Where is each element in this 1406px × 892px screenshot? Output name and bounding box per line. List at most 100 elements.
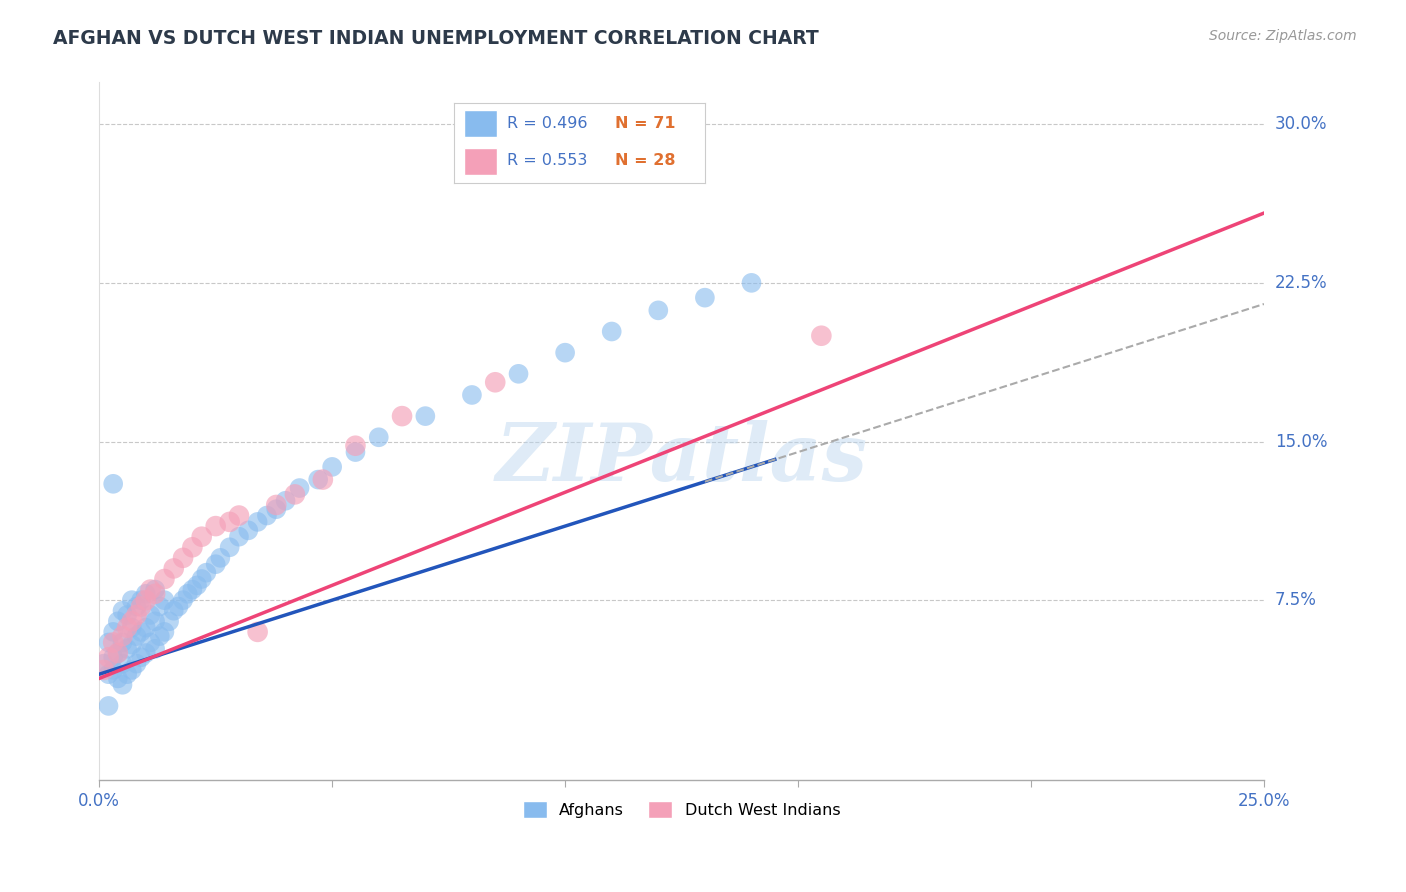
- Point: [153, 572, 176, 586]
- Point: [107, 672, 129, 686]
- Point: [125, 657, 148, 671]
- Text: 15.0%: 15.0%: [1275, 433, 1327, 450]
- Point: [167, 599, 190, 614]
- Point: [121, 593, 143, 607]
- Point: [264, 498, 287, 512]
- Point: [125, 607, 148, 622]
- Point: [190, 530, 212, 544]
- Point: [103, 650, 125, 665]
- Point: [103, 663, 125, 677]
- Point: [190, 572, 212, 586]
- Point: [209, 550, 232, 565]
- Point: [181, 541, 204, 555]
- Point: [125, 599, 148, 614]
- Point: [143, 641, 166, 656]
- Text: AFGHAN VS DUTCH WEST INDIAN UNEMPLOYMENT CORRELATION CHART: AFGHAN VS DUTCH WEST INDIAN UNEMPLOYMENT…: [53, 29, 820, 48]
- Point: [391, 409, 413, 424]
- Point: [135, 646, 157, 660]
- Point: [256, 508, 278, 523]
- Point: [218, 515, 240, 529]
- Point: [125, 629, 148, 643]
- Point: [149, 629, 172, 643]
- Point: [143, 582, 166, 597]
- Text: 30.0%: 30.0%: [1275, 115, 1327, 133]
- Point: [153, 593, 176, 607]
- Point: [121, 663, 143, 677]
- Point: [111, 635, 134, 649]
- Point: [111, 678, 134, 692]
- Point: [121, 621, 143, 635]
- Point: [153, 624, 176, 639]
- Point: [415, 409, 437, 424]
- Point: [97, 635, 120, 649]
- Point: [288, 481, 311, 495]
- Point: [107, 646, 129, 660]
- Point: [172, 593, 194, 607]
- Point: [93, 657, 115, 671]
- Point: [135, 621, 157, 635]
- Point: [218, 541, 240, 555]
- Point: [121, 638, 143, 652]
- Point: [103, 476, 125, 491]
- Point: [129, 593, 152, 607]
- Point: [321, 459, 343, 474]
- Point: [181, 582, 204, 597]
- Point: [693, 291, 716, 305]
- Legend: Afghans, Dutch West Indians: Afghans, Dutch West Indians: [516, 795, 846, 824]
- Point: [103, 635, 125, 649]
- Point: [172, 550, 194, 565]
- Point: [163, 561, 186, 575]
- Point: [111, 629, 134, 643]
- Point: [284, 487, 307, 501]
- Point: [204, 558, 226, 572]
- Point: [103, 624, 125, 639]
- Point: [111, 657, 134, 671]
- Point: [139, 582, 162, 597]
- Point: [115, 641, 138, 656]
- Point: [135, 587, 157, 601]
- Point: [121, 615, 143, 629]
- Point: [461, 388, 484, 402]
- Point: [115, 667, 138, 681]
- Text: Source: ZipAtlas.com: Source: ZipAtlas.com: [1209, 29, 1357, 44]
- Point: [344, 445, 367, 459]
- Point: [204, 519, 226, 533]
- Point: [111, 604, 134, 618]
- Text: 22.5%: 22.5%: [1275, 274, 1327, 292]
- Point: [97, 698, 120, 713]
- Point: [163, 604, 186, 618]
- Point: [157, 615, 180, 629]
- Point: [312, 473, 335, 487]
- Point: [554, 345, 576, 359]
- Point: [810, 328, 832, 343]
- Point: [274, 493, 297, 508]
- Point: [107, 615, 129, 629]
- Point: [600, 325, 623, 339]
- Point: [246, 624, 269, 639]
- Point: [143, 615, 166, 629]
- Point: [508, 367, 530, 381]
- Point: [186, 578, 208, 592]
- Point: [195, 566, 218, 580]
- Point: [647, 303, 669, 318]
- Point: [129, 599, 152, 614]
- Point: [143, 587, 166, 601]
- Point: [246, 515, 269, 529]
- Point: [107, 646, 129, 660]
- Point: [238, 524, 260, 538]
- Point: [367, 430, 389, 444]
- Point: [135, 593, 157, 607]
- Point: [129, 650, 152, 665]
- Point: [115, 621, 138, 635]
- Point: [97, 667, 120, 681]
- Point: [177, 587, 200, 601]
- Point: [228, 508, 250, 523]
- Point: [307, 473, 329, 487]
- Point: [228, 530, 250, 544]
- Text: ZIPatlas: ZIPatlas: [495, 420, 868, 498]
- Point: [115, 607, 138, 622]
- Point: [139, 635, 162, 649]
- Point: [93, 663, 115, 677]
- Point: [740, 276, 762, 290]
- Point: [97, 650, 120, 665]
